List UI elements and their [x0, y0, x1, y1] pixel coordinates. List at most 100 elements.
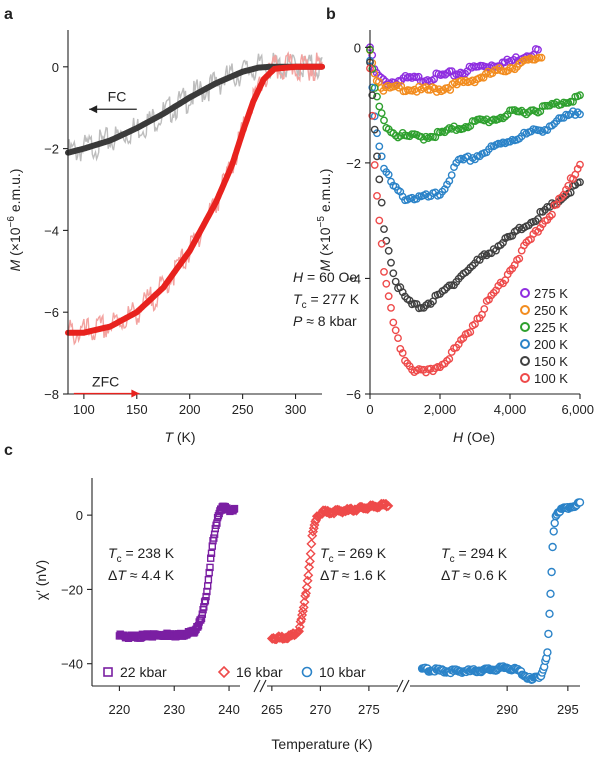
data-point — [408, 130, 416, 139]
data-point — [576, 178, 584, 187]
legend-label-225-k: 225 K — [534, 320, 568, 335]
data-point — [202, 592, 210, 601]
data-point — [444, 84, 452, 92]
y-tick-label: −4 — [44, 223, 59, 238]
data-point — [389, 129, 398, 138]
data-point — [479, 73, 488, 82]
panel-a-ticks: 100 150 200 250 300 0 −2 −4 −6 −8 — [44, 60, 306, 417]
x-tick-label: 230 — [163, 702, 185, 717]
axis-break-mark — [396, 679, 404, 693]
axis-break-mark — [402, 679, 410, 693]
data-point — [534, 215, 542, 223]
data-point — [547, 567, 556, 577]
data-point — [375, 142, 384, 151]
data-point — [405, 132, 414, 141]
data-point — [206, 554, 215, 562]
data-point — [545, 212, 554, 221]
data-point — [387, 177, 395, 186]
data-point — [447, 171, 456, 180]
data-point — [510, 65, 519, 74]
legend-marker-100-k — [520, 373, 530, 383]
panel-c-label: c — [4, 442, 13, 459]
data-point — [398, 349, 407, 357]
data-point — [541, 101, 549, 110]
legend-label-250-k: 250 K — [534, 303, 568, 318]
data-point — [384, 170, 393, 179]
x-tick-label: 295 — [557, 702, 579, 717]
panel-a-x-axis-label: T (K) — [164, 429, 195, 445]
panel-c-annotation-tc-16kbar: Tc = 269 K — [320, 545, 387, 565]
data-point — [443, 126, 451, 134]
data-point — [294, 621, 305, 632]
data-point — [536, 224, 545, 232]
data-point — [368, 111, 377, 120]
data-point — [370, 125, 379, 134]
y-tick-label: −4 — [346, 271, 361, 286]
data-point — [475, 256, 484, 264]
data-point — [304, 562, 315, 573]
legend-marker-16-kbar — [217, 665, 231, 679]
data-point — [573, 108, 582, 117]
y-tick-label: −2 — [44, 142, 59, 157]
data-point — [387, 303, 395, 312]
legend-marker-225-k — [520, 322, 530, 332]
y-tick-label: −2 — [346, 156, 361, 171]
panel-a-chart: 100 150 200 250 300 0 −2 −4 −6 −8 FC ZFC H = 60 Oe… — [6, 30, 360, 445]
data-point — [368, 83, 377, 92]
panel-b-legend: 275 K 250 K 225 K 200 K 150 K 100 K — [520, 286, 568, 386]
data-point — [380, 225, 388, 234]
legend-marker-275-k — [520, 288, 530, 298]
data-point — [383, 500, 394, 511]
data-point — [212, 521, 220, 529]
data-point — [496, 241, 505, 249]
data-point — [368, 91, 377, 100]
data-point — [576, 110, 584, 119]
series-200-k — [366, 56, 584, 205]
zfc-arrow-label: ZFC — [92, 374, 119, 390]
series-fc-raw — [67, 52, 323, 162]
data-point — [546, 589, 555, 598]
data-point — [438, 187, 447, 196]
panel-a-label: a — [4, 6, 13, 23]
x-tick-label: 100 — [73, 402, 95, 417]
x-tick-label: 6,000 — [561, 402, 594, 417]
data-point — [373, 191, 381, 200]
series-16-kbar — [266, 498, 394, 645]
legend-marker-200-k — [520, 339, 530, 349]
y-tick-label: −8 — [44, 387, 59, 402]
data-point — [298, 602, 309, 613]
series-100-k — [366, 64, 584, 377]
data-point — [534, 227, 542, 236]
data-point — [373, 152, 381, 161]
data-point — [506, 266, 514, 275]
data-point — [387, 258, 395, 267]
x-tick-label: 250 — [232, 402, 254, 417]
data-point — [461, 268, 470, 277]
series-225-k — [366, 45, 584, 144]
data-point — [375, 102, 384, 111]
data-point — [414, 72, 423, 81]
data-point — [575, 498, 585, 507]
panel-c-series — [115, 498, 585, 684]
data-point — [503, 110, 512, 119]
legend-label-100-k: 100 K — [534, 371, 568, 386]
data-point — [450, 163, 458, 172]
x-tick-label: 4,000 — [494, 402, 527, 417]
data-point — [538, 128, 547, 136]
data-point — [485, 295, 493, 304]
data-point — [229, 507, 237, 515]
legend-label-10-kbar: 10 kbar — [319, 664, 366, 680]
data-point — [301, 582, 312, 593]
panel-b-y-axis-label: M (×10−5 e.m.u.) — [316, 169, 333, 272]
data-point — [391, 326, 400, 335]
x-tick-label: 270 — [310, 702, 332, 717]
zfc-arrow-head — [131, 389, 140, 398]
data-point — [206, 563, 214, 572]
panel-c-y-axis-label: χ′ (nV) — [33, 560, 49, 600]
data-point — [562, 185, 570, 194]
fc-arrow-label: FC — [108, 88, 127, 104]
data-point — [478, 252, 486, 261]
y-tick-label: −20 — [61, 582, 83, 597]
y-tick-label: 0 — [76, 508, 83, 523]
series-22-kbar — [115, 502, 239, 642]
